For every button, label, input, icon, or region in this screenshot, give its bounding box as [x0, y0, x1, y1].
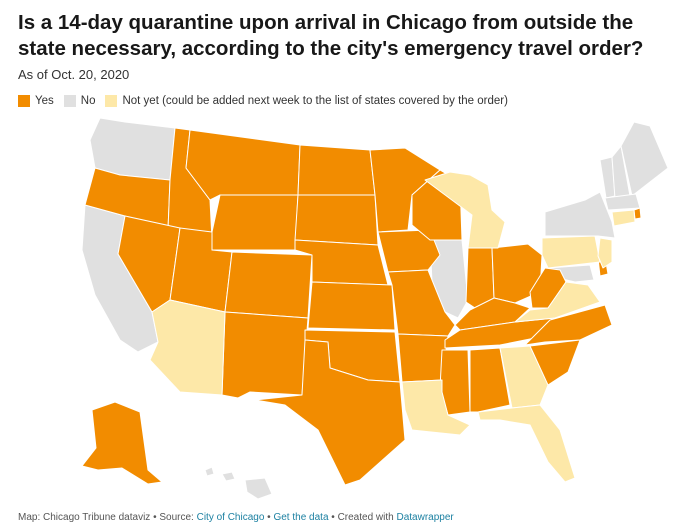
legend-swatch-not-yet	[105, 95, 118, 107]
state-wyoming[interactable]	[211, 194, 299, 251]
source-link[interactable]: City of Chicago	[196, 512, 265, 523]
state-new-york[interactable]	[544, 191, 616, 239]
legend: Yes No Not yet (could be added next week…	[18, 95, 518, 107]
footer-separator: •	[264, 512, 274, 523]
state-hawaii[interactable]	[204, 466, 273, 500]
state-south-dakota[interactable]	[294, 194, 379, 246]
footer: Map: Chicago Tribune dataviz • Source: C…	[18, 512, 454, 523]
state-montana[interactable]	[185, 129, 301, 201]
legend-item-not-yet: Not yet (could be added next week to the…	[105, 95, 508, 107]
legend-item-no: No	[63, 95, 96, 107]
state-colorado[interactable]	[224, 251, 313, 319]
state-georgia[interactable]	[499, 345, 549, 409]
us-states-map	[81, 117, 669, 500]
footer-prefix: Map: Chicago Tribune dataviz • Source:	[18, 512, 197, 523]
state-connecticut[interactable]	[611, 209, 636, 227]
legend-swatch-yes	[18, 95, 30, 107]
legend-swatch-no	[63, 95, 76, 107]
datawrapper-link[interactable]: Datawrapper	[396, 512, 454, 523]
state-new-mexico[interactable]	[221, 311, 309, 399]
state-missouri[interactable]	[387, 269, 456, 337]
get-the-data-link[interactable]: Get the data	[273, 512, 329, 523]
legend-item-yes: Yes	[18, 95, 54, 107]
legend-label-yes: Yes	[35, 95, 54, 107]
state-louisiana[interactable]	[401, 379, 471, 436]
state-alaska[interactable]	[81, 401, 163, 485]
page-title: Is a 14-day quarantine upon arrival in C…	[18, 11, 644, 60]
state-michigan[interactable]	[424, 171, 506, 249]
state-north-dakota[interactable]	[297, 144, 376, 196]
state-alabama[interactable]	[469, 347, 511, 413]
page-subtitle: As of Oct. 20, 2020	[18, 67, 130, 82]
state-virginia[interactable]	[514, 281, 601, 323]
state-florida[interactable]	[477, 404, 576, 483]
state-minnesota[interactable]	[369, 147, 441, 233]
state-maine[interactable]	[620, 121, 669, 197]
state-texas[interactable]	[254, 339, 406, 486]
state-kansas[interactable]	[307, 281, 396, 331]
state-arizona[interactable]	[149, 299, 226, 396]
legend-label-not-yet: Not yet (could be added next week to the…	[122, 95, 508, 107]
legend-label-no: No	[80, 95, 96, 107]
footer-created-with: • Created with	[328, 512, 397, 523]
state-pennsylvania[interactable]	[541, 235, 601, 269]
state-new-jersey[interactable]	[597, 237, 613, 269]
